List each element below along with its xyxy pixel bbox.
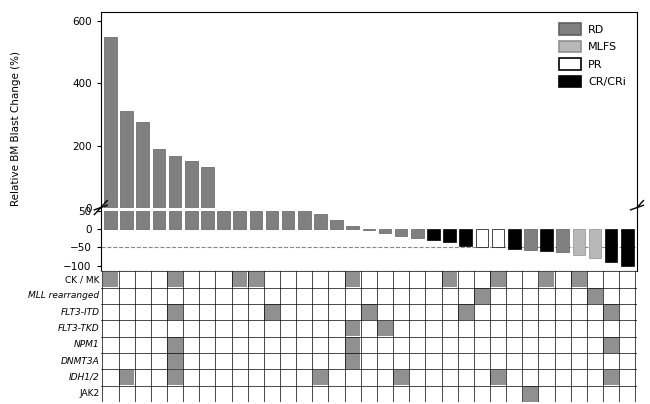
Bar — [103, 272, 118, 287]
Bar — [363, 229, 375, 230]
Bar — [603, 304, 619, 320]
Bar — [314, 214, 327, 229]
Bar — [136, 122, 149, 208]
Bar — [589, 229, 601, 259]
Bar — [185, 210, 198, 229]
Bar — [201, 210, 214, 229]
Bar — [185, 161, 198, 208]
Bar — [379, 229, 391, 233]
Bar — [120, 210, 133, 229]
Bar — [167, 304, 183, 320]
Bar — [345, 337, 361, 353]
Text: DNMT3A: DNMT3A — [60, 357, 99, 366]
Bar — [411, 229, 424, 238]
Bar — [603, 370, 619, 385]
Bar — [167, 337, 183, 353]
Text: JAK2: JAK2 — [79, 389, 99, 398]
Bar — [540, 229, 553, 251]
Bar — [605, 229, 617, 262]
Bar — [427, 229, 440, 240]
Bar — [603, 337, 619, 353]
Bar — [524, 229, 537, 250]
Bar — [167, 370, 183, 385]
Bar — [361, 304, 376, 320]
Bar — [443, 229, 456, 242]
Bar — [298, 210, 311, 229]
Bar — [153, 149, 165, 208]
Text: MLL rearranged: MLL rearranged — [29, 291, 99, 300]
Bar — [345, 354, 361, 369]
Bar — [474, 288, 489, 304]
Text: Relative BM Blast Change (%): Relative BM Blast Change (%) — [11, 51, 21, 206]
Bar — [169, 210, 181, 229]
Text: FLT3-ITD: FLT3-ITD — [60, 308, 99, 317]
Bar — [442, 272, 458, 287]
Bar — [346, 226, 359, 229]
Bar — [264, 304, 280, 320]
Bar — [313, 370, 328, 385]
Bar — [167, 354, 183, 369]
Legend: RD, MLFS, PR, CR/CRi: RD, MLFS, PR, CR/CRi — [554, 18, 631, 93]
Bar — [233, 210, 246, 229]
Bar — [490, 370, 506, 385]
Bar — [201, 167, 214, 208]
Bar — [282, 210, 294, 229]
Bar — [490, 272, 506, 287]
Text: FLT3-TKD: FLT3-TKD — [58, 324, 99, 333]
Bar — [539, 272, 554, 287]
Bar — [217, 210, 230, 229]
Bar — [167, 272, 183, 287]
Bar — [556, 229, 569, 252]
Bar — [345, 321, 361, 337]
Bar — [458, 304, 474, 320]
Bar — [169, 156, 181, 208]
Bar — [345, 272, 361, 287]
Bar — [571, 272, 586, 287]
Bar — [508, 229, 521, 249]
Bar — [476, 229, 488, 247]
Bar — [153, 210, 165, 229]
Bar — [330, 220, 343, 229]
Bar — [395, 229, 408, 236]
Bar — [393, 370, 409, 385]
Bar — [104, 37, 117, 208]
Bar — [120, 112, 133, 208]
Bar — [460, 229, 472, 246]
Bar — [250, 210, 262, 229]
Bar — [232, 272, 248, 287]
Bar — [621, 229, 634, 266]
Bar — [587, 288, 603, 304]
Bar — [492, 229, 504, 247]
Bar — [119, 370, 135, 385]
Bar — [377, 321, 393, 337]
Bar — [136, 210, 149, 229]
Bar — [266, 210, 278, 229]
Bar — [523, 386, 538, 402]
Bar — [104, 210, 117, 229]
Bar — [573, 229, 585, 255]
Text: CK / MK: CK / MK — [65, 275, 99, 284]
Text: IDH1/2: IDH1/2 — [69, 373, 99, 382]
Bar — [248, 272, 263, 287]
Text: NPM1: NPM1 — [74, 340, 99, 349]
